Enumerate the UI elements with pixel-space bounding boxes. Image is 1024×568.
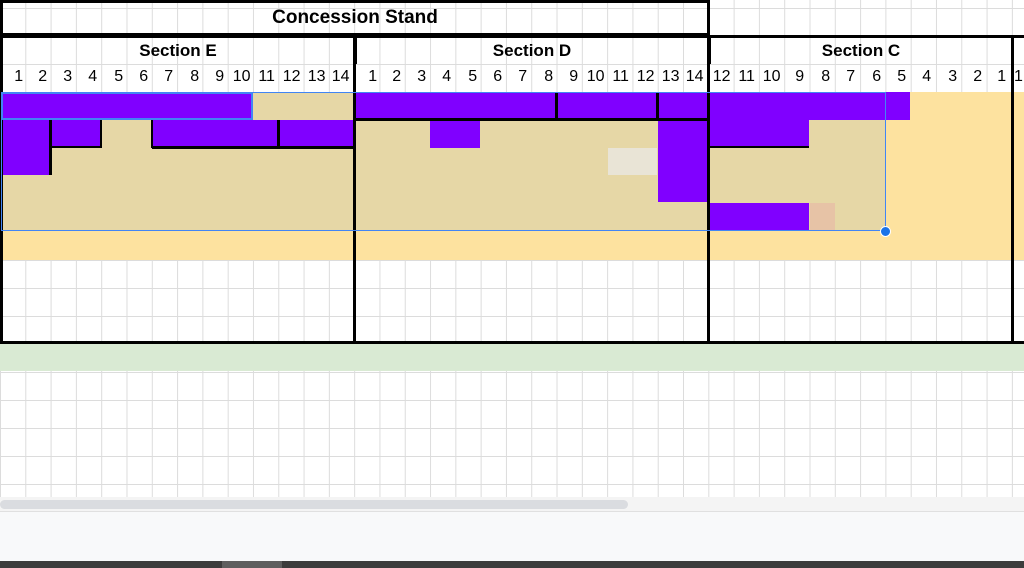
seat-number: 3 — [63, 68, 73, 85]
section-border — [707, 0, 710, 344]
fill-handle[interactable] — [880, 226, 891, 237]
section-e-header[interactable]: Section E — [0, 35, 356, 64]
spreadsheet-grid[interactable]: Concession Stand Section E Section D Sec… — [0, 0, 1024, 497]
booked-block — [708, 120, 809, 148]
seat-number: 10 — [762, 68, 781, 85]
seat-number: 1 — [997, 68, 1007, 85]
seat-number: 1 — [368, 68, 378, 85]
seat-number: 10 — [586, 68, 605, 85]
taskbar-item[interactable] — [222, 561, 282, 568]
taskbar — [0, 561, 1024, 568]
seat-number: 14 — [685, 68, 704, 85]
section-c-header[interactable]: Section C — [708, 35, 1014, 64]
section-border — [353, 35, 356, 344]
booked-block — [708, 203, 809, 231]
block-border — [100, 120, 102, 148]
block-border — [555, 92, 558, 120]
seat-number: 11 — [612, 68, 629, 85]
section-border — [1012, 35, 1024, 38]
booked-block — [152, 120, 354, 148]
seat-number: 14 — [331, 68, 350, 85]
seat-number: 9 — [215, 68, 225, 85]
seat-number: 13 — [661, 68, 680, 85]
seat-number: 12 — [712, 68, 731, 85]
seat-number: 7 — [164, 68, 174, 85]
seat-number: 4 — [922, 68, 932, 85]
seat-number: 3 — [417, 68, 427, 85]
block-border — [708, 146, 809, 148]
seat-number: 11 — [738, 68, 755, 85]
seat-number: 8 — [821, 68, 831, 85]
seat-number: 8 — [190, 68, 200, 85]
seat-number: 7 — [846, 68, 856, 85]
block-border — [354, 118, 710, 121]
section-border — [1011, 35, 1014, 344]
seat-number: 8 — [544, 68, 554, 85]
booked-block — [430, 120, 480, 148]
selected-range[interactable] — [1, 92, 253, 120]
seat-number: 11 — [258, 68, 275, 85]
seat-number: 9 — [569, 68, 579, 85]
title-cell[interactable]: Concession Stand — [0, 0, 710, 36]
seat-number: 10 — [232, 68, 251, 85]
seat-number: 7 — [518, 68, 528, 85]
seat-number: 5 — [897, 68, 907, 85]
booked-block — [51, 120, 101, 148]
section-border — [0, 341, 1024, 344]
green-band — [0, 344, 1024, 371]
seat-number: 2 — [38, 68, 48, 85]
seat-number: 2 — [973, 68, 983, 85]
booked-block — [0, 92, 252, 120]
seat-number: 9 — [795, 68, 805, 85]
seat-number: 3 — [948, 68, 958, 85]
section-d-header[interactable]: Section D — [354, 35, 710, 64]
muted-cell — [608, 148, 657, 175]
seat-number: 13 — [307, 68, 326, 85]
horizontal-scrollbar-thumb[interactable] — [0, 500, 628, 509]
seat-number: 2 — [392, 68, 402, 85]
sheet-footer — [0, 511, 1024, 561]
seat-number: 6 — [493, 68, 503, 85]
block-border — [656, 92, 659, 120]
block-border — [277, 120, 280, 148]
block-border — [49, 120, 52, 175]
seat-number: 1 — [1014, 68, 1023, 85]
block-border — [51, 146, 101, 148]
seat-number: 4 — [88, 68, 98, 85]
seat-number: 4 — [442, 68, 452, 85]
booked-block — [0, 120, 51, 175]
seat-number: 6 — [872, 68, 882, 85]
selected-range-outline — [1, 92, 886, 231]
pending-seat — [810, 203, 835, 231]
seat-number: 6 — [139, 68, 149, 85]
booked-block — [354, 92, 910, 120]
seat-number: 5 — [468, 68, 478, 85]
block-border — [152, 146, 354, 149]
booked-block — [658, 120, 708, 202]
seat-number: 5 — [114, 68, 124, 85]
seat-number: 1 — [14, 68, 24, 85]
seat-number: 12 — [636, 68, 655, 85]
block-border — [151, 120, 153, 148]
seat-number: 12 — [282, 68, 301, 85]
